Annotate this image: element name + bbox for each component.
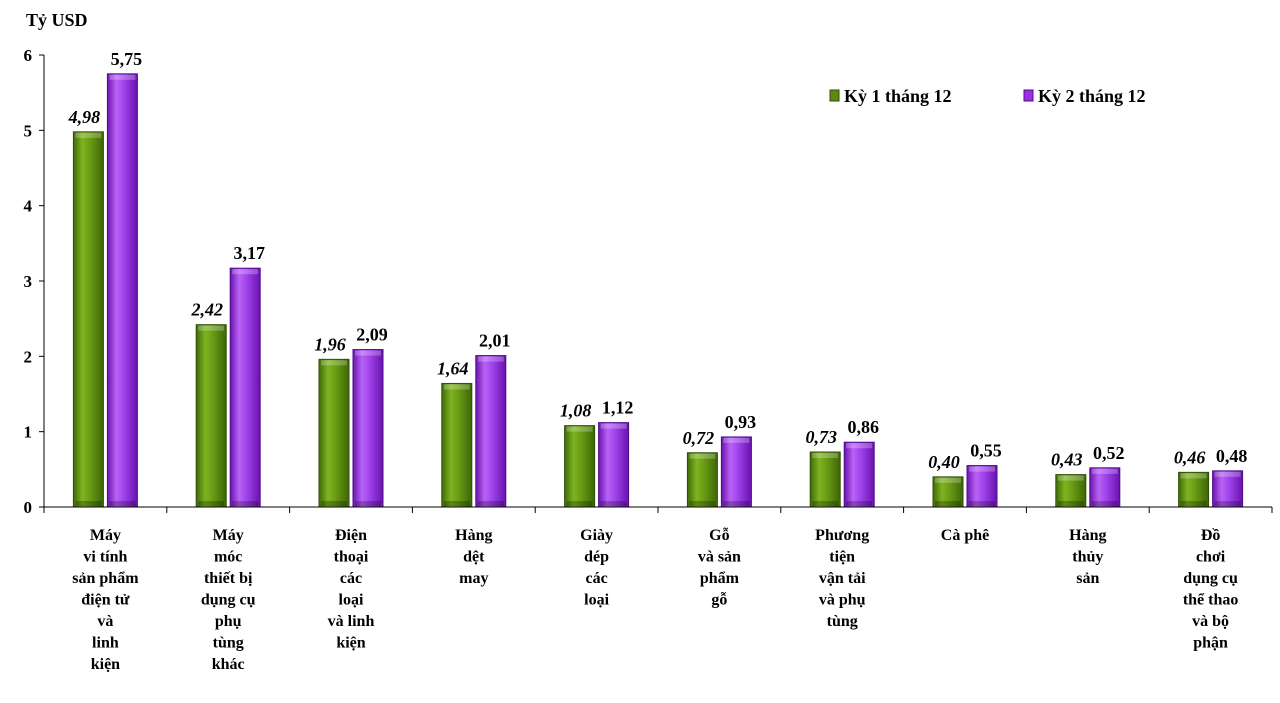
legend-item-1: Kỳ 1 tháng 12 (829, 86, 952, 106)
legend-label: Kỳ 1 tháng 12 (844, 86, 952, 106)
data-label-2-7: 0,86 (847, 417, 879, 437)
category-label: Phương tiện vận tải và phụ tùng (815, 527, 869, 630)
bar-1-4 (441, 382, 473, 508)
category-labels: Máy vi tính sản phẩm điện tử và linh kiện Máy mó… (72, 527, 1238, 673)
category-label: Hàng dệt may (455, 527, 492, 587)
legend: Kỳ 1 tháng 12 Kỳ 2 tháng 12 (829, 86, 1146, 106)
y-tick-label: 4 (24, 197, 33, 216)
y-tick-label: 5 (24, 121, 33, 140)
data-label-1-9: 0,43 (1051, 450, 1083, 470)
bar-2-10 (1212, 470, 1244, 508)
bar-1-5 (564, 425, 596, 508)
bar-2-5 (598, 422, 630, 508)
bars (72, 73, 1244, 508)
bar-1-10 (1178, 471, 1210, 508)
data-label-1-10: 0,46 (1174, 447, 1206, 467)
bar-1-7 (809, 451, 841, 508)
data-label-2-8: 0,55 (970, 441, 1002, 461)
data-label-2-6: 0,93 (725, 412, 757, 432)
data-label-1-2: 2,42 (190, 300, 223, 320)
category-label: Cà phê (941, 527, 989, 544)
y-tick-label: 2 (24, 347, 33, 366)
bar-2-9 (1089, 467, 1121, 508)
category-label: Máy móc thiết bị dụng cụ phụ tùng khác (201, 527, 256, 673)
y-axis-label: Tỷ USD (26, 10, 88, 30)
data-labels: 4,98 5,75 2,42 3,17 1,96 2,09 1,64 2,01 1,08 1,12… (68, 49, 1248, 472)
category-label: Giày dép các loại (580, 527, 613, 609)
category-label: Máy vi tính sản phẩm điện tử và linh kiện (72, 527, 139, 673)
y-tick-label: 0 (24, 498, 33, 517)
data-label-1-3: 1,96 (314, 334, 346, 354)
data-label-1-8: 0,40 (928, 452, 960, 472)
data-label-1-4: 1,64 (437, 358, 469, 378)
bar-1-6 (686, 452, 718, 508)
data-label-1-7: 0,73 (805, 427, 837, 447)
bar-2-6 (720, 436, 752, 508)
y-tick-label: 6 (24, 46, 33, 65)
data-label-2-4: 2,01 (479, 331, 511, 351)
bar-2-3 (352, 349, 384, 508)
bar-1-8 (932, 476, 964, 508)
bar-2-7 (843, 441, 875, 508)
bar-1-1 (72, 131, 104, 508)
category-label: Điện thoại các loại và linh kiện (328, 527, 375, 652)
data-label-2-9: 0,52 (1093, 443, 1125, 463)
legend-label: Kỳ 2 tháng 12 (1038, 86, 1146, 106)
legend-item-2: Kỳ 2 tháng 12 (1023, 86, 1146, 106)
y-tick-label: 1 (24, 423, 33, 442)
category-label: Gỗ và sản phẩm gỗ (698, 527, 741, 609)
data-label-2-1: 5,75 (111, 49, 143, 69)
bar-2-8 (966, 465, 998, 508)
data-label-2-2: 3,17 (233, 243, 265, 263)
bar-2-4 (475, 355, 507, 508)
data-label-2-5: 1,12 (602, 398, 634, 418)
data-label-1-1: 4,98 (68, 107, 101, 127)
data-label-1-5: 1,08 (560, 401, 592, 421)
y-tick-label: 3 (24, 272, 33, 291)
data-label-2-10: 0,48 (1216, 446, 1248, 466)
data-label-2-3: 2,09 (356, 325, 388, 345)
bar-2-1 (106, 73, 138, 508)
category-label: Hàng thủy sản (1069, 527, 1106, 587)
legend-swatch (829, 89, 840, 102)
bar-1-9 (1055, 474, 1087, 508)
bar-2-2 (229, 267, 261, 508)
category-label: Đồ chơi dụng cụ thể thao và bộ phận (1183, 527, 1239, 652)
y-axis-ticks: 0 1 2 3 4 5 6 (24, 46, 1273, 517)
bar-1-3 (318, 358, 350, 508)
legend-swatch (1023, 89, 1034, 102)
data-label-1-6: 0,72 (683, 428, 715, 448)
bar-1-2 (195, 324, 227, 508)
